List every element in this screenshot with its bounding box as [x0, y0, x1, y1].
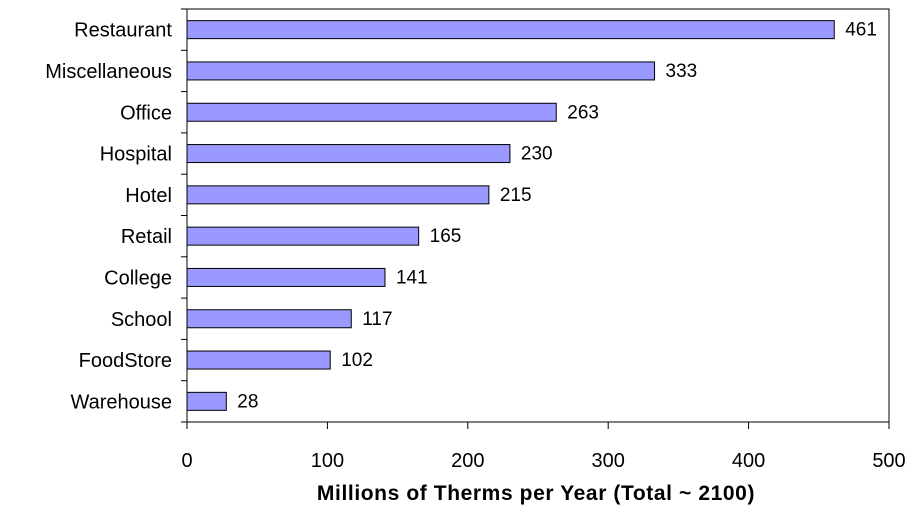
x-tick-label: 400 [732, 450, 765, 472]
value-label: 215 [500, 185, 532, 206]
value-label: 141 [396, 267, 428, 288]
bar-retail [186, 226, 420, 246]
category-label: FoodStore [79, 350, 172, 372]
value-label: 230 [521, 144, 553, 165]
category-label: Retail [121, 226, 172, 248]
bar-miscellaneous [186, 61, 656, 81]
category-label: School [111, 309, 172, 331]
x-tick-label: 300 [592, 450, 625, 472]
category-labels: Restaurant Miscellaneous Office Hospital Hot… [45, 20, 172, 414]
value-label: 165 [430, 226, 462, 247]
category-label: College [104, 267, 172, 289]
bar-hospital [186, 144, 511, 164]
category-label: Warehouse [70, 391, 172, 413]
category-label: Restaurant [74, 20, 172, 42]
bar-school [186, 309, 352, 329]
plot-area [181, 8, 890, 423]
bar-hotel [186, 185, 490, 205]
bar-foodstore [186, 350, 331, 370]
category-label: Miscellaneous [45, 61, 172, 83]
value-label: 461 [845, 20, 877, 41]
value-label: 28 [237, 391, 258, 412]
x-axis-ticks: 0 100 200 300 400 500 [181, 422, 906, 472]
category-label: Hospital [100, 144, 172, 166]
bar-warehouse [186, 391, 227, 411]
value-label: 117 [362, 309, 392, 330]
x-tick-label: 100 [311, 450, 344, 472]
value-label: 263 [567, 102, 599, 123]
x-tick-label: 500 [872, 450, 905, 472]
category-label: Office [120, 102, 172, 124]
bar-college [186, 267, 386, 287]
bar-group [186, 20, 835, 411]
value-label: 102 [341, 350, 373, 371]
x-axis-title: Millions of Therms per Year (Total ~ 210… [317, 482, 755, 505]
category-label: Hotel [125, 185, 172, 207]
bar-office [186, 102, 557, 122]
bar-restaurant [186, 20, 835, 40]
value-label: 333 [666, 61, 698, 82]
x-tick-label: 0 [181, 450, 192, 472]
x-tick-label: 200 [451, 450, 484, 472]
